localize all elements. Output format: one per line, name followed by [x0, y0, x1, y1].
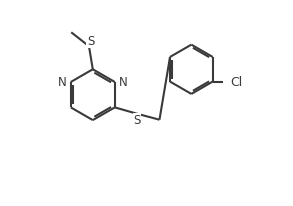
Text: N: N — [58, 76, 67, 89]
Text: S: S — [87, 35, 94, 48]
Text: N: N — [119, 76, 127, 89]
Text: Cl: Cl — [230, 76, 243, 89]
Text: S: S — [133, 114, 141, 127]
